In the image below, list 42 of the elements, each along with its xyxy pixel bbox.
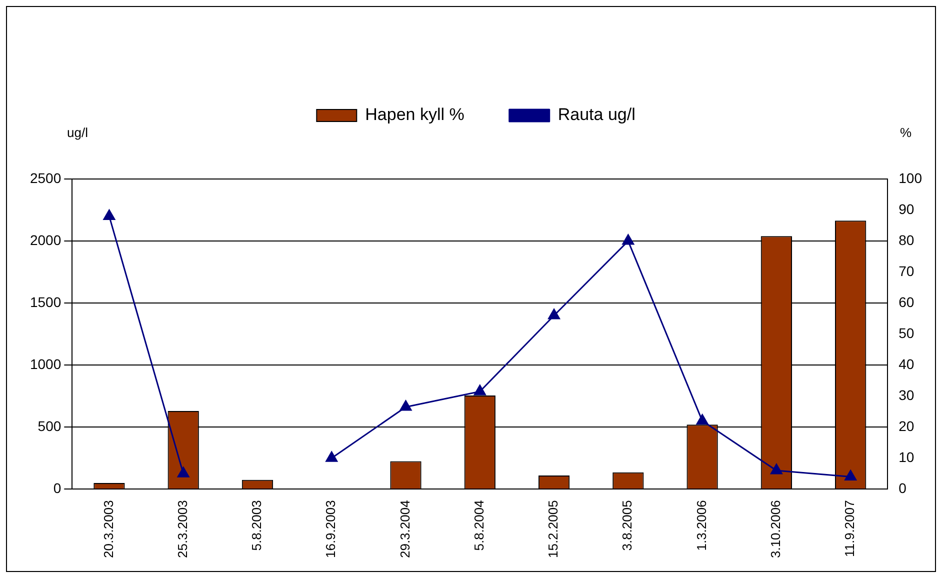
legend-label: Hapen kyll % bbox=[365, 105, 464, 124]
y2-tick-label: 50 bbox=[898, 324, 914, 341]
x-tick-label: 3.8.2005 bbox=[620, 500, 635, 551]
y2-tick-label: 0 bbox=[898, 480, 907, 496]
x-tick-label: 16.9.2003 bbox=[323, 500, 338, 558]
point bbox=[696, 414, 708, 425]
point bbox=[844, 470, 857, 481]
x-tick-label: 11.9.2007 bbox=[842, 500, 858, 558]
point bbox=[177, 466, 190, 478]
point bbox=[474, 384, 486, 396]
y-tick-label: 1000 bbox=[30, 356, 62, 372]
y-axis-title: ug/l bbox=[67, 125, 88, 140]
point bbox=[103, 209, 116, 220]
y2-tick-label: 40 bbox=[898, 356, 914, 372]
y2-tick-label: 60 bbox=[898, 294, 914, 310]
x-tick-label: 5.8.2003 bbox=[249, 500, 264, 551]
x-tick-label: 25.3.2003 bbox=[174, 500, 190, 558]
y2-axis-title: % bbox=[900, 125, 912, 140]
x-tick-label: 20.3.2003 bbox=[100, 500, 116, 558]
y2-tick-label: 10 bbox=[898, 449, 914, 466]
y2-tick-label: 70 bbox=[898, 262, 914, 279]
y-tick-label: 2000 bbox=[30, 232, 62, 248]
x-tick-label: 1.3.2006 bbox=[694, 500, 709, 551]
y-tick-label: 2500 bbox=[30, 170, 62, 186]
legend-label: Rauta ug/l bbox=[558, 105, 636, 124]
y2-tick-label: 80 bbox=[898, 232, 914, 248]
point bbox=[400, 400, 412, 411]
y2-tick-label: 30 bbox=[898, 386, 914, 403]
y-tick-label: 1500 bbox=[30, 294, 62, 310]
y2-tick-label: 20 bbox=[898, 418, 914, 434]
point bbox=[326, 451, 338, 462]
y-tick-label: 500 bbox=[38, 418, 62, 434]
x-tick-label: 5.8.2004 bbox=[471, 500, 486, 551]
x-tick-label: 3.10.2006 bbox=[768, 500, 784, 558]
y-tick-label: 0 bbox=[53, 480, 62, 496]
point bbox=[770, 464, 782, 474]
x-tick-label: 15.2.2005 bbox=[546, 500, 561, 558]
y2-tick-label: 100 bbox=[898, 170, 922, 186]
y2-tick-label: 90 bbox=[898, 200, 914, 217]
point bbox=[622, 234, 634, 245]
x-tick-label: 29.3.2004 bbox=[397, 500, 412, 558]
point bbox=[548, 308, 560, 320]
